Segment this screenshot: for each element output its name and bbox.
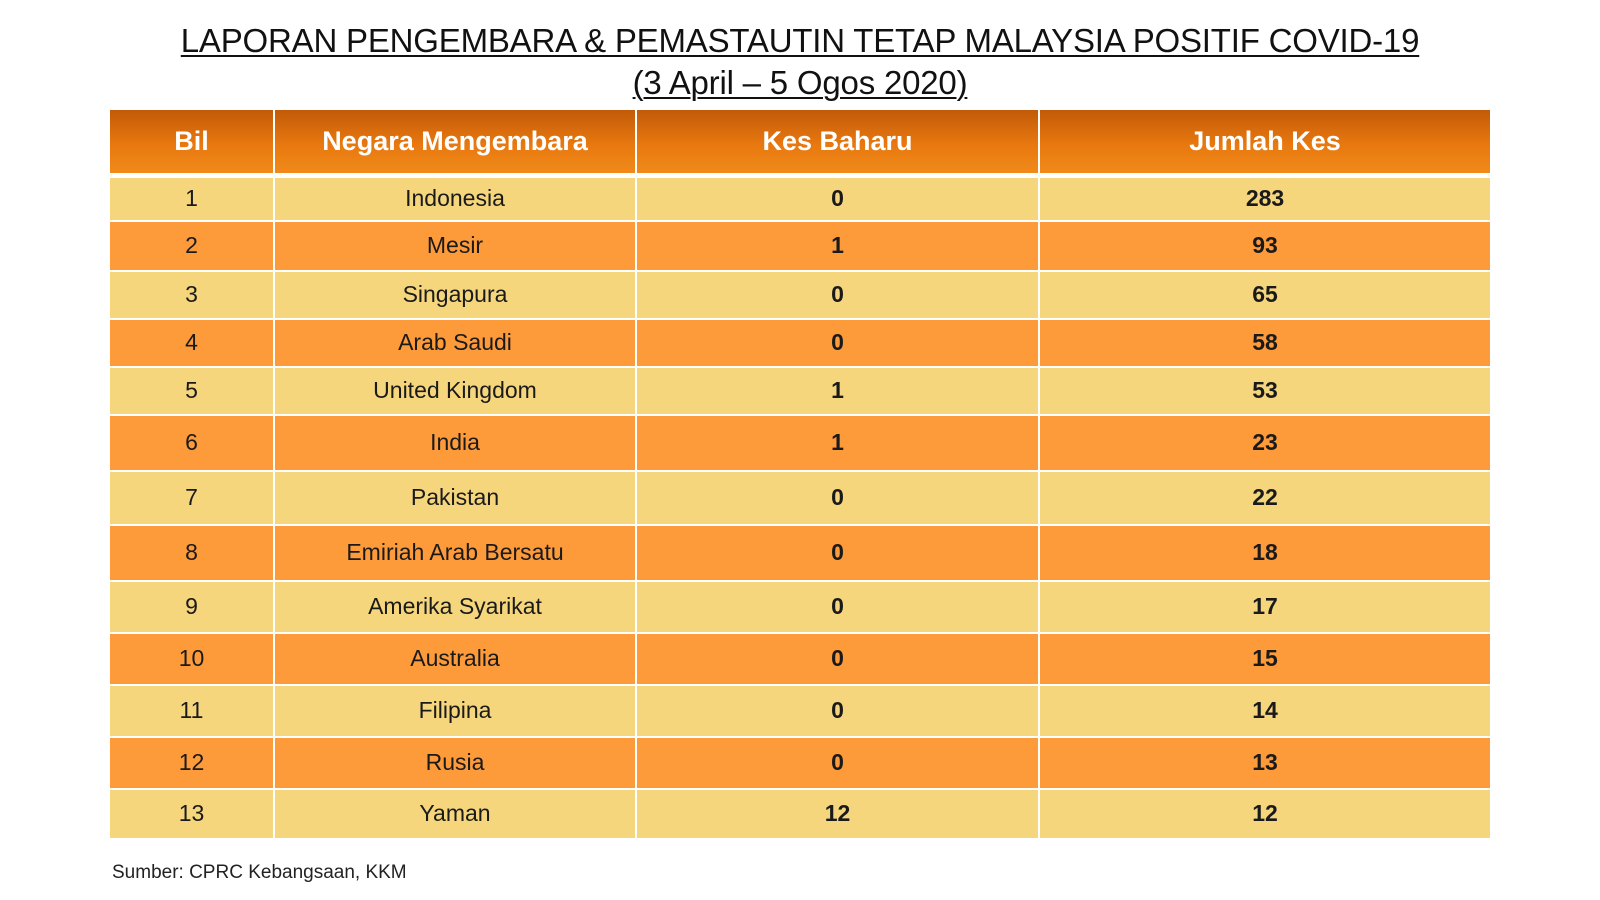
table-row: 8 Emiriah Arab Bersatu 0 18: [110, 524, 1490, 582]
cell-bil: 10: [110, 632, 275, 686]
cell-negara: Singapura: [274, 270, 637, 320]
report-title: LAPORAN PENGEMBARA & PEMASTAUTIN TETAP M…: [0, 20, 1600, 104]
cell-kes-baharu: 0: [636, 580, 1040, 634]
table-row: 12 Rusia 0 13: [110, 736, 1490, 790]
table-row: 11 Filipina 0 14: [110, 684, 1490, 738]
table-header-row: Bil Negara Mengembara Kes Baharu Jumlah …: [110, 110, 1490, 178]
cell-negara: Rusia: [274, 736, 637, 790]
table-row: 9 Amerika Syarikat 0 17: [110, 580, 1490, 634]
cell-negara: Yaman: [274, 788, 637, 840]
cell-jumlah-kes: 13: [1039, 736, 1490, 790]
cell-kes-baharu: 1: [636, 220, 1040, 272]
cell-negara: Pakistan: [274, 470, 637, 526]
cell-bil: 6: [110, 414, 275, 472]
table-row: 13 Yaman 12 12: [110, 788, 1490, 840]
cell-bil: 3: [110, 270, 275, 320]
cell-jumlah-kes: 17: [1039, 580, 1490, 634]
cell-kes-baharu: 0: [636, 684, 1040, 738]
cell-bil: 8: [110, 524, 275, 582]
header-kes-baharu: Kes Baharu: [636, 110, 1040, 178]
table-row: 1 Indonesia 0 283: [110, 175, 1490, 222]
header-bil: Bil: [110, 110, 275, 178]
table-row: 7 Pakistan 0 22: [110, 470, 1490, 526]
cell-jumlah-kes: 93: [1039, 220, 1490, 272]
cell-bil: 12: [110, 736, 275, 790]
table-row: 2 Mesir 1 93: [110, 220, 1490, 272]
cell-kes-baharu: 12: [636, 788, 1040, 840]
cell-kes-baharu: 0: [636, 524, 1040, 582]
table-row: 5 United Kingdom 1 53: [110, 366, 1490, 416]
cell-kes-baharu: 0: [636, 175, 1040, 222]
cell-jumlah-kes: 14: [1039, 684, 1490, 738]
cell-bil: 13: [110, 788, 275, 840]
cell-jumlah-kes: 18: [1039, 524, 1490, 582]
cell-jumlah-kes: 283: [1039, 175, 1490, 222]
table-row: 10 Australia 0 15: [110, 632, 1490, 686]
header-jumlah-kes: Jumlah Kes: [1039, 110, 1490, 178]
cell-jumlah-kes: 58: [1039, 318, 1490, 368]
cell-negara: Indonesia: [274, 175, 637, 222]
cell-jumlah-kes: 12: [1039, 788, 1490, 840]
cell-negara: Arab Saudi: [274, 318, 637, 368]
cell-kes-baharu: 0: [636, 736, 1040, 790]
cell-negara: United Kingdom: [274, 366, 637, 416]
header-negara: Negara Mengembara: [274, 110, 637, 178]
table-row: 3 Singapura 0 65: [110, 270, 1490, 320]
cell-kes-baharu: 0: [636, 270, 1040, 320]
cell-bil: 2: [110, 220, 275, 272]
cell-negara: Amerika Syarikat: [274, 580, 637, 634]
cell-kes-baharu: 0: [636, 318, 1040, 368]
cell-bil: 1: [110, 175, 275, 222]
title-line-1: LAPORAN PENGEMBARA & PEMASTAUTIN TETAP M…: [180, 22, 1420, 59]
table-row: 6 India 1 23: [110, 414, 1490, 472]
cell-jumlah-kes: 15: [1039, 632, 1490, 686]
cell-negara: India: [274, 414, 637, 472]
cell-jumlah-kes: 53: [1039, 366, 1490, 416]
cases-table: Bil Negara Mengembara Kes Baharu Jumlah …: [110, 110, 1490, 840]
cell-jumlah-kes: 22: [1039, 470, 1490, 526]
cell-negara: Mesir: [274, 220, 637, 272]
cases-table-container: Bil Negara Mengembara Kes Baharu Jumlah …: [110, 110, 1490, 840]
cell-kes-baharu: 1: [636, 414, 1040, 472]
cell-jumlah-kes: 65: [1039, 270, 1490, 320]
cell-bil: 4: [110, 318, 275, 368]
cell-bil: 11: [110, 684, 275, 738]
cell-kes-baharu: 0: [636, 632, 1040, 686]
cell-negara: Emiriah Arab Bersatu: [274, 524, 637, 582]
source-note: Sumber: CPRC Kebangsaan, KKM: [112, 862, 407, 883]
title-line-2: (3 April – 5 Ogos 2020): [632, 64, 968, 101]
table-row: 4 Arab Saudi 0 58: [110, 318, 1490, 368]
cell-kes-baharu: 0: [636, 470, 1040, 526]
cell-bil: 5: [110, 366, 275, 416]
cell-negara: Australia: [274, 632, 637, 686]
cell-bil: 9: [110, 580, 275, 634]
cell-bil: 7: [110, 470, 275, 526]
cell-kes-baharu: 1: [636, 366, 1040, 416]
cell-jumlah-kes: 23: [1039, 414, 1490, 472]
cell-negara: Filipina: [274, 684, 637, 738]
